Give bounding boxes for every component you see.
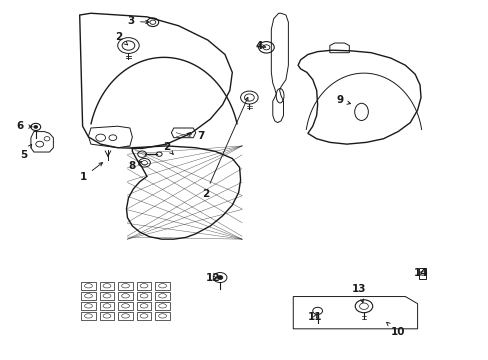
- Bar: [137, 292, 151, 300]
- Bar: [418, 268, 426, 279]
- Bar: [100, 292, 114, 300]
- Text: 5: 5: [20, 144, 32, 160]
- Circle shape: [217, 275, 223, 280]
- Bar: [137, 312, 151, 320]
- Bar: [155, 302, 169, 310]
- Bar: [81, 302, 96, 310]
- Text: 1: 1: [80, 163, 102, 182]
- Text: 4: 4: [255, 41, 265, 50]
- Bar: [100, 312, 114, 320]
- Text: 14: 14: [413, 268, 427, 278]
- Bar: [81, 312, 96, 320]
- Text: 2: 2: [202, 98, 247, 199]
- Text: 11: 11: [307, 312, 322, 322]
- Bar: [155, 292, 169, 300]
- Text: 6: 6: [17, 121, 32, 131]
- Text: 8: 8: [128, 161, 141, 171]
- Bar: [155, 282, 169, 290]
- Bar: [118, 302, 133, 310]
- Text: 13: 13: [351, 284, 366, 303]
- Bar: [155, 312, 169, 320]
- Circle shape: [34, 126, 38, 129]
- Bar: [118, 282, 133, 290]
- Text: 3: 3: [127, 17, 149, 27]
- Bar: [81, 292, 96, 300]
- Text: 10: 10: [386, 322, 405, 337]
- Text: 9: 9: [335, 95, 350, 105]
- Bar: [118, 312, 133, 320]
- Bar: [137, 302, 151, 310]
- Bar: [137, 282, 151, 290]
- Text: 12: 12: [205, 273, 220, 283]
- Text: 2: 2: [163, 142, 173, 154]
- Bar: [81, 282, 96, 290]
- Text: 2: 2: [115, 32, 127, 45]
- Bar: [100, 302, 114, 310]
- Bar: [118, 292, 133, 300]
- Text: 7: 7: [187, 131, 204, 141]
- Bar: [100, 282, 114, 290]
